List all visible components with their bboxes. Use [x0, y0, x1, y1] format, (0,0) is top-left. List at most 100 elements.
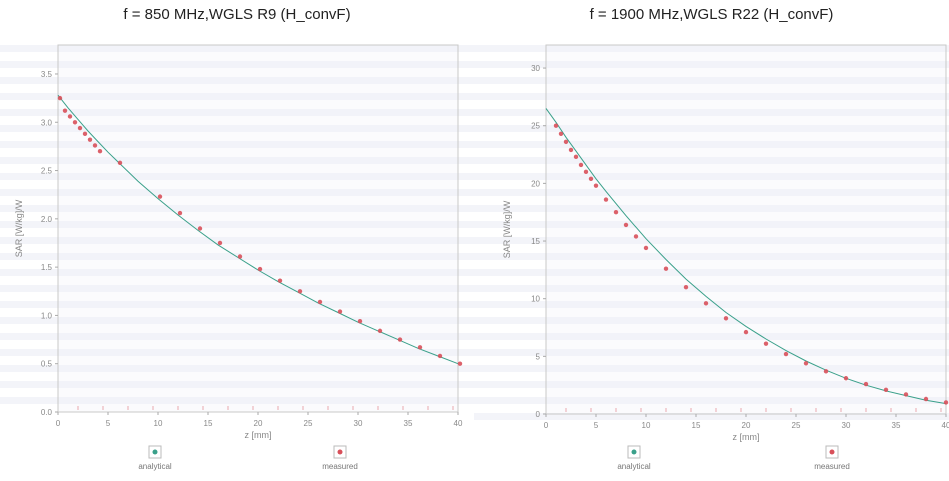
data-point-measured	[237, 254, 243, 259]
chart-title: f = 1900 MHz,WGLS R22 (H_convF)	[589, 6, 834, 23]
series-line-analytical	[545, 108, 947, 405]
data-point-measured	[563, 139, 569, 145]
x-tick-label: 5	[594, 421, 599, 430]
data-point-measured	[217, 240, 223, 246]
data-point-measured	[783, 351, 789, 357]
y-tick-label: 10	[531, 295, 540, 304]
data-point-measured	[883, 387, 889, 392]
y-tick-label: 15	[531, 237, 540, 246]
x-tick-label: 15	[204, 419, 213, 428]
background-band	[0, 397, 474, 404]
background-band	[474, 141, 949, 148]
data-point-measured	[553, 123, 559, 128]
data-point-measured	[57, 95, 63, 101]
background-band	[0, 93, 474, 100]
background-band	[474, 301, 949, 308]
data-point-measured	[558, 131, 564, 136]
background-band	[0, 157, 474, 164]
background-band	[474, 269, 949, 276]
data-point-measured	[177, 210, 183, 216]
data-point-measured	[623, 222, 629, 228]
background-band	[474, 61, 949, 68]
background-band	[474, 125, 949, 132]
y-tick-label: 3.0	[41, 118, 53, 127]
x-tick-label: 30	[842, 421, 851, 430]
y-tick-label: 1.0	[41, 311, 53, 320]
chart-panel-1900mhz: f = 1900 MHz,WGLS R22 (H_convF) 0 5 10 15 20…	[474, 0, 949, 481]
chart-title: f = 850 MHz,WGLS R9 (H_convF)	[123, 6, 351, 23]
background-band	[0, 61, 474, 68]
data-point-measured	[683, 284, 689, 290]
x-tick-label: 15	[692, 421, 701, 430]
background-band	[0, 333, 474, 340]
data-point-measured	[197, 226, 203, 231]
background-band	[474, 205, 949, 212]
background-band	[0, 381, 474, 388]
background-band	[474, 93, 949, 100]
data-point-measured	[92, 143, 98, 148]
legend-marker	[829, 449, 835, 455]
background-band	[0, 285, 474, 292]
data-point-measured	[573, 154, 579, 160]
data-point-measured	[277, 278, 283, 283]
background-band	[0, 141, 474, 148]
data-point-measured	[377, 328, 383, 334]
background-band	[474, 365, 949, 372]
data-point-measured	[337, 309, 343, 314]
y-tick-label: 2.0	[41, 215, 53, 224]
x-tick-label: 5	[106, 419, 111, 428]
y-tick-label: 3.5	[41, 70, 53, 79]
x-tick-label: 20	[254, 419, 263, 428]
data-point-measured	[62, 108, 68, 113]
data-point-measured	[317, 299, 323, 305]
data-point-measured	[437, 353, 443, 359]
background-band	[474, 189, 949, 196]
y-tick-label: 0.0	[41, 408, 53, 417]
background-band	[0, 45, 474, 52]
background-band	[474, 397, 949, 404]
background-band	[0, 189, 474, 196]
background-band	[474, 173, 949, 180]
data-point-measured	[72, 120, 78, 125]
x-axis-label: z [mm]	[733, 432, 760, 442]
background-band	[474, 221, 949, 228]
x-tick-label: 0	[56, 419, 61, 428]
data-point-measured	[723, 316, 729, 321]
data-point-measured	[157, 194, 163, 199]
data-point-measured	[77, 125, 83, 131]
data-point-measured	[903, 392, 909, 397]
y-tick-label: 25	[531, 122, 540, 131]
legend-marker	[631, 449, 637, 455]
data-point-measured	[588, 176, 594, 181]
background-band	[0, 173, 474, 180]
data-point-measured	[457, 361, 463, 366]
background-band	[0, 317, 474, 324]
background-band	[474, 285, 949, 292]
y-tick-label: 30	[531, 64, 540, 73]
data-point-measured	[257, 266, 263, 272]
legend-marker	[152, 449, 158, 455]
y-tick-label: 2.5	[41, 167, 53, 176]
data-point-measured	[297, 289, 303, 294]
background-band	[474, 413, 949, 420]
background-band	[0, 237, 474, 244]
background-band	[474, 45, 949, 52]
background-band	[474, 349, 949, 356]
x-tick-label: 25	[304, 419, 313, 428]
background-band	[474, 253, 949, 260]
data-point-measured	[643, 245, 649, 251]
background-band	[0, 205, 474, 212]
y-axis-label: SAR [W/kg]/W	[502, 200, 512, 258]
x-axis-label: z [mm]	[245, 430, 272, 440]
data-point-measured	[603, 197, 609, 202]
x-tick-label: 20	[742, 421, 751, 430]
data-point-measured	[397, 337, 403, 342]
data-point-measured	[417, 345, 423, 350]
y-tick-label: 0.5	[41, 360, 53, 369]
data-point-measured	[703, 301, 709, 306]
x-tick-label: 40	[454, 419, 463, 428]
data-point-measured	[743, 329, 749, 335]
data-point-measured	[633, 234, 639, 239]
chart-plot-850mhz: 0.0 0.5 1.0 1.5 2.0 2.5 3.0 3.5 0 5 10 15 20 25 30 35 40…	[0, 44, 474, 471]
data-point-measured	[613, 210, 619, 215]
